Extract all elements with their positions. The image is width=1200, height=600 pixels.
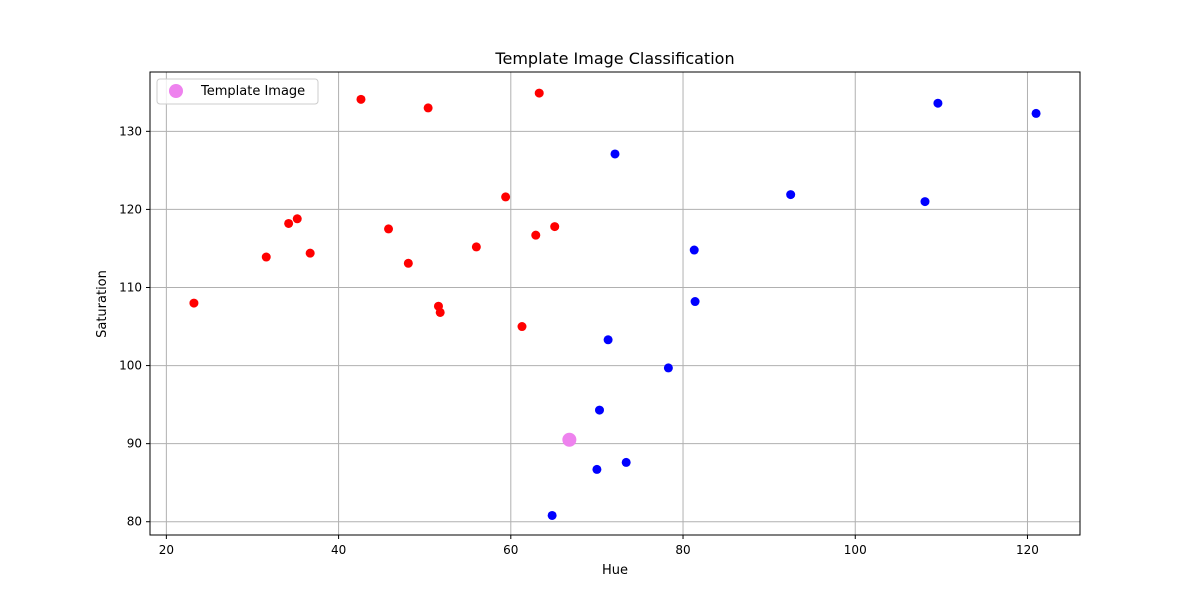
grid <box>150 72 1080 535</box>
red-data-point <box>384 224 394 234</box>
red-data-point <box>423 103 433 113</box>
blue-data-point <box>663 363 673 373</box>
red-data-point <box>531 230 541 240</box>
x-axis-title: Hue <box>602 563 628 578</box>
red-data-point <box>284 218 294 228</box>
red-data-point <box>189 298 199 308</box>
blue-data-point <box>595 405 604 415</box>
y-axis-title: Saturation <box>95 270 110 338</box>
red-data-point <box>292 214 302 224</box>
axis-ticks: 20 40 60 80 100 120 80 90 100 110 120 130 <box>119 124 1039 557</box>
y-tick-label: 120 <box>119 202 142 216</box>
chart-title: Template Image Classification <box>494 49 734 68</box>
legend-label: Template Image <box>200 84 305 99</box>
blue-data-point <box>603 335 613 345</box>
data-points <box>189 88 1041 520</box>
x-tick-label: 40 <box>331 543 346 557</box>
blue-data-point <box>786 190 796 200</box>
legend-marker <box>169 84 183 98</box>
blue-data-point <box>689 245 699 255</box>
blue-data-point <box>1031 108 1041 118</box>
blue-data-point <box>547 510 557 520</box>
red-data-point <box>550 222 560 232</box>
red-data-point <box>261 252 271 262</box>
blue-data-point <box>592 464 602 474</box>
blue-data-point <box>621 457 631 467</box>
y-tick-label: 90 <box>127 437 142 451</box>
red-data-point <box>517 322 527 332</box>
blue-data-point <box>610 149 620 159</box>
x-tick-label: 100 <box>844 543 867 557</box>
red-data-point <box>501 192 511 202</box>
blue-data-point <box>920 197 930 207</box>
x-tick-label: 60 <box>503 543 518 557</box>
blue-data-point <box>690 297 700 307</box>
red-data-point <box>356 94 366 104</box>
y-tick-label: 80 <box>127 515 142 529</box>
x-tick-label: 80 <box>675 543 690 557</box>
y-tick-label: 100 <box>119 359 142 373</box>
red-data-point <box>403 258 413 268</box>
red-data-point <box>305 248 315 258</box>
template-image-point <box>562 432 577 447</box>
red-data-point <box>534 88 544 98</box>
y-tick-label: 130 <box>119 124 142 138</box>
x-tick-label: 20 <box>159 543 174 557</box>
legend: Template Image <box>156 78 319 105</box>
plot-frame <box>149 71 1081 536</box>
y-tick-label: 110 <box>119 280 142 294</box>
x-tick-label: 120 <box>1016 543 1039 557</box>
red-data-point <box>471 242 481 252</box>
red-data-point <box>435 307 445 317</box>
blue-data-point <box>933 98 943 108</box>
legend-box <box>156 78 319 105</box>
